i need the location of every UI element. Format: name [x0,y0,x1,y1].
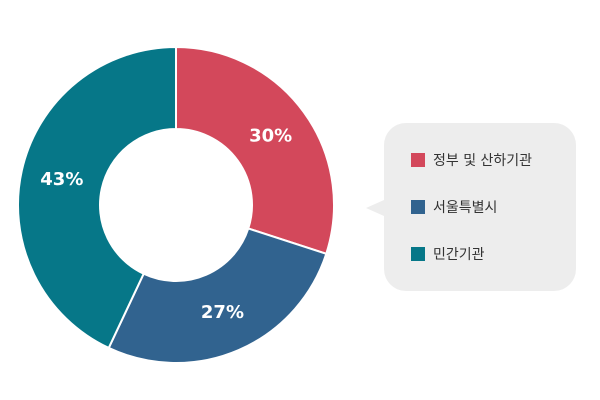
slice-label-seoul: 27% [201,302,244,323]
slices-group [17,45,335,364]
legend-label-seoul: 서울특별시 [433,200,498,216]
slice-label-government: 30% [249,126,292,147]
legend-item-government: 정부 및 산하기관 [411,150,532,170]
slice-private [17,45,177,350]
slice-label-private: 43% [40,169,83,190]
legend: 정부 및 산하기관 서울특별시 민간기관 [384,123,576,291]
legend-swatch-government [411,153,425,167]
legend-swatch-seoul [411,200,425,214]
legend-item-seoul: 서울특별시 [411,197,532,217]
legend-swatch-private [411,247,425,261]
legend-list: 정부 및 산하기관 서울특별시 민간기관 [411,150,532,264]
slice-government [175,45,335,256]
legend-label-government: 정부 및 산하기관 [433,153,533,169]
slice-seoul [107,227,328,364]
legend-pointer [366,200,384,216]
donut-chart: 30% 27% 43% [17,45,335,364]
legend-label-private: 민간기관 [433,247,485,263]
slice-labels-group: 30% 27% 43% [40,126,292,323]
legend-item-private: 민간기관 [411,244,532,264]
